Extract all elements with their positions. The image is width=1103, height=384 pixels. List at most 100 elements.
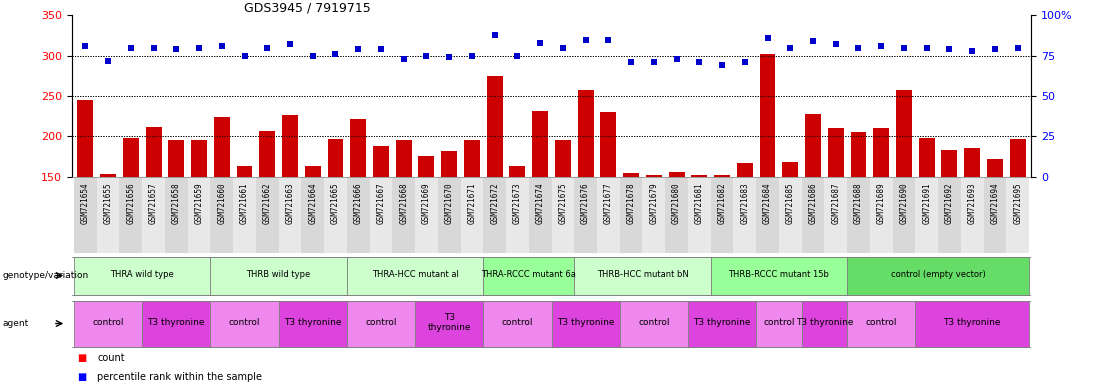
- Text: GSM721672: GSM721672: [490, 183, 500, 224]
- Bar: [847, 257, 1029, 295]
- Bar: [328, 139, 343, 298]
- Bar: [760, 54, 775, 298]
- Bar: [370, 177, 393, 253]
- Text: GSM721678: GSM721678: [627, 183, 635, 224]
- Text: T3 thyronine: T3 thyronine: [795, 318, 853, 327]
- Bar: [714, 175, 730, 298]
- Point: [304, 53, 322, 59]
- Bar: [737, 163, 752, 298]
- Bar: [692, 175, 707, 298]
- Bar: [100, 174, 116, 298]
- Bar: [169, 140, 184, 298]
- Bar: [211, 257, 346, 295]
- Point: [759, 35, 777, 41]
- Bar: [623, 173, 639, 298]
- Bar: [396, 140, 411, 298]
- Bar: [279, 177, 301, 253]
- Bar: [418, 157, 435, 298]
- Bar: [301, 177, 324, 253]
- Bar: [188, 177, 211, 253]
- Bar: [415, 301, 483, 347]
- Bar: [915, 177, 938, 253]
- Bar: [74, 301, 142, 347]
- Point: [350, 46, 367, 52]
- Point: [190, 45, 207, 51]
- Text: GSM721670: GSM721670: [445, 183, 453, 224]
- Bar: [1006, 177, 1029, 253]
- Point: [872, 43, 890, 49]
- Bar: [483, 177, 506, 253]
- Text: GSM721695: GSM721695: [1014, 183, 1022, 224]
- Bar: [346, 301, 415, 347]
- Bar: [142, 177, 165, 253]
- Text: GSM721673: GSM721673: [513, 183, 522, 224]
- Text: GSM721685: GSM721685: [785, 183, 795, 224]
- Text: GSM721687: GSM721687: [832, 183, 840, 224]
- Text: GSM721676: GSM721676: [581, 183, 590, 224]
- Point: [645, 59, 663, 65]
- Point: [144, 45, 162, 51]
- Point: [395, 56, 413, 62]
- Bar: [552, 301, 620, 347]
- Point: [99, 58, 117, 64]
- Text: T3 thyronine: T3 thyronine: [148, 318, 205, 327]
- Point: [690, 59, 708, 65]
- Bar: [233, 177, 256, 253]
- Bar: [757, 177, 779, 253]
- Bar: [710, 257, 847, 295]
- Point: [804, 38, 822, 44]
- Bar: [256, 177, 279, 253]
- Bar: [802, 177, 824, 253]
- Point: [281, 41, 299, 48]
- Point: [122, 45, 140, 51]
- Text: GSM721693: GSM721693: [967, 183, 976, 224]
- Bar: [620, 301, 688, 347]
- Bar: [236, 166, 253, 298]
- Point: [532, 40, 549, 46]
- Bar: [346, 257, 483, 295]
- Bar: [688, 177, 710, 253]
- Text: GSM721681: GSM721681: [695, 183, 704, 224]
- Point: [418, 53, 436, 59]
- Bar: [942, 150, 957, 298]
- Bar: [555, 140, 571, 298]
- Bar: [259, 131, 276, 298]
- Text: control: control: [365, 318, 397, 327]
- Bar: [938, 177, 961, 253]
- Text: THRA wild type: THRA wild type: [110, 270, 174, 279]
- Point: [736, 59, 753, 65]
- Bar: [146, 127, 161, 298]
- Text: GSM721694: GSM721694: [990, 183, 999, 224]
- Bar: [710, 177, 733, 253]
- Point: [508, 53, 526, 59]
- Point: [76, 43, 94, 49]
- Point: [896, 45, 913, 51]
- Text: GSM721674: GSM721674: [536, 183, 545, 224]
- Bar: [600, 112, 617, 298]
- Text: GSM721680: GSM721680: [672, 183, 681, 224]
- Text: GSM721668: GSM721668: [399, 183, 408, 224]
- Bar: [733, 177, 757, 253]
- Text: GSM721667: GSM721667: [376, 183, 385, 224]
- Bar: [1009, 139, 1026, 298]
- Point: [258, 45, 276, 51]
- Bar: [805, 114, 821, 298]
- Text: GSM721692: GSM721692: [945, 183, 954, 224]
- Bar: [850, 132, 867, 298]
- Text: GSM721655: GSM721655: [104, 183, 113, 224]
- Text: control: control: [866, 318, 897, 327]
- Bar: [757, 301, 802, 347]
- Text: GSM721689: GSM721689: [877, 183, 886, 224]
- Bar: [211, 177, 233, 253]
- Bar: [74, 177, 97, 253]
- Text: GSM721660: GSM721660: [217, 183, 226, 224]
- Bar: [896, 89, 912, 298]
- Bar: [578, 89, 593, 298]
- Text: control: control: [93, 318, 124, 327]
- Bar: [122, 138, 139, 298]
- Bar: [214, 117, 229, 298]
- Bar: [824, 177, 847, 253]
- Text: GSM721666: GSM721666: [354, 183, 363, 224]
- Bar: [510, 166, 525, 298]
- Point: [963, 48, 981, 54]
